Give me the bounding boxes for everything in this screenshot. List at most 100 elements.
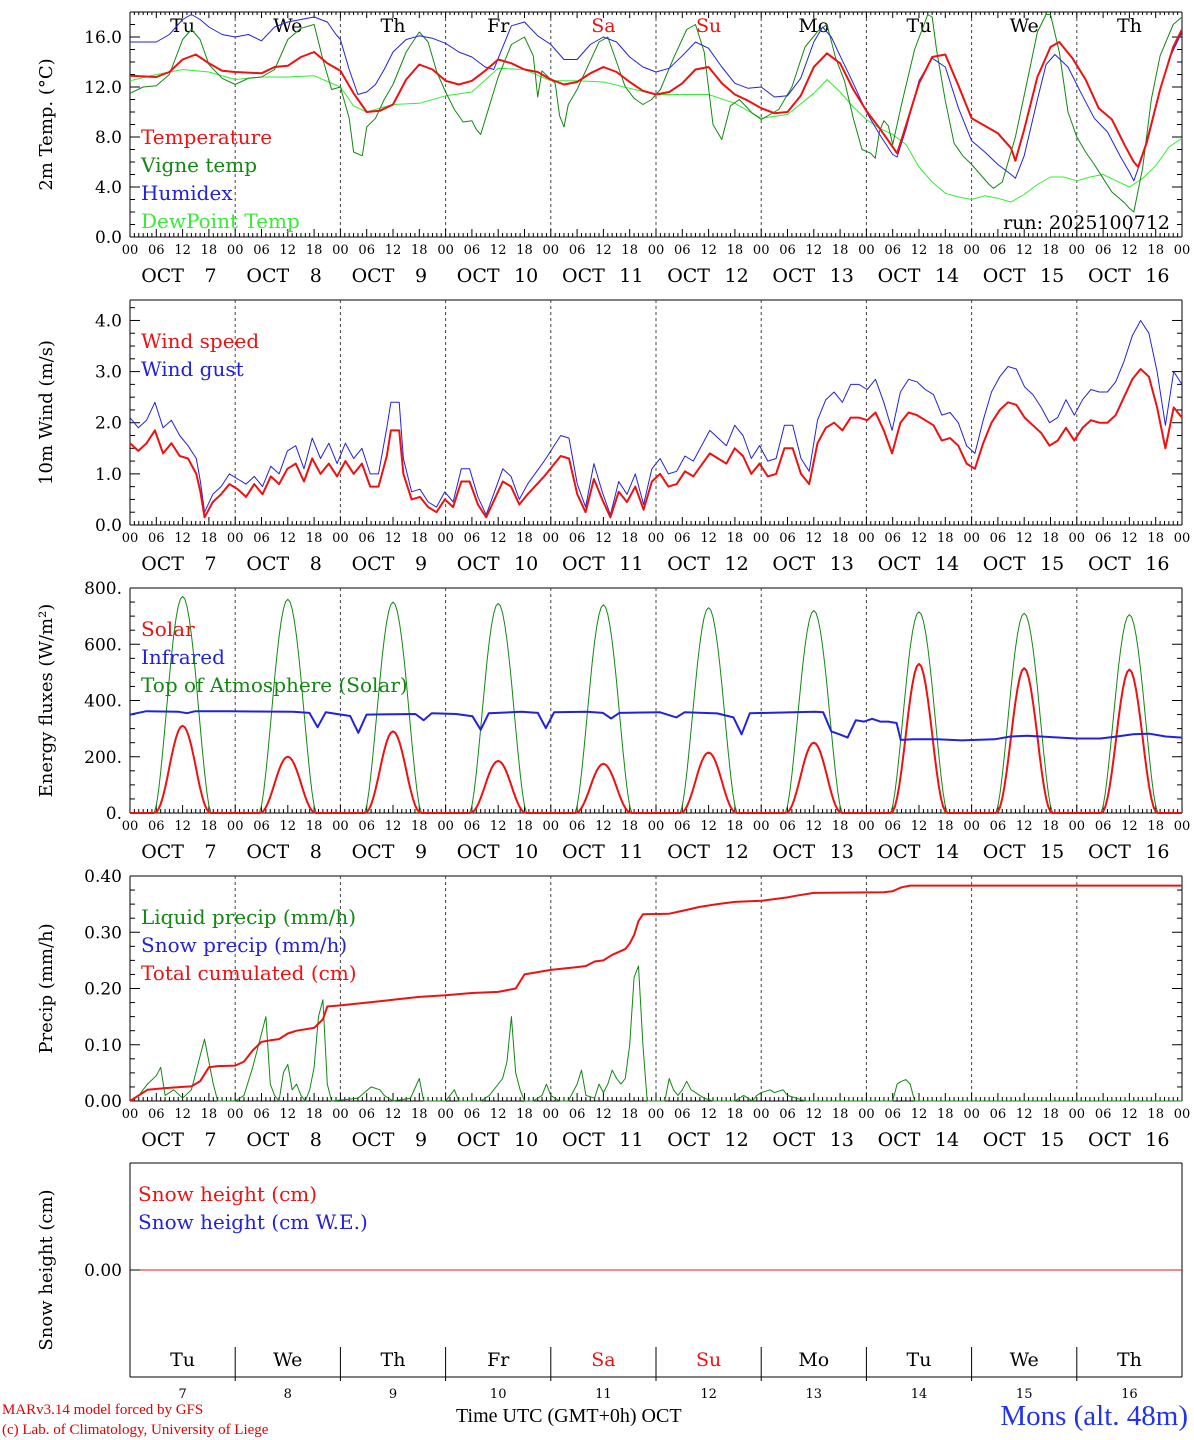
- day-month-label: OCT: [878, 553, 921, 575]
- hour-tick-label: 18: [1042, 1107, 1059, 1122]
- hour-tick-label: 06: [674, 243, 691, 258]
- weekday-label: Th: [381, 15, 406, 37]
- hour-tick-label: 06: [464, 243, 481, 258]
- day-number-label: 7: [205, 553, 217, 575]
- weekday-label: Su: [696, 15, 721, 37]
- day-month-label: OCT: [878, 841, 921, 863]
- series-line-infrared: [129, 710, 1183, 742]
- hour-tick-label: 18: [516, 243, 533, 258]
- weekday-label: We: [1010, 15, 1039, 37]
- y-tick-label: 800.: [84, 579, 122, 599]
- hour-tick-label: 06: [569, 1107, 586, 1122]
- series-line-solar: [130, 662, 1182, 814]
- hour-tick-label: 18: [306, 531, 323, 546]
- hour-tick-label: 00: [437, 243, 454, 258]
- hour-tick-label: 12: [595, 531, 612, 546]
- hour-tick-label: 00: [1069, 243, 1086, 258]
- y-tick-label: 0.00: [84, 1092, 122, 1112]
- hour-tick-label: 00: [858, 819, 875, 834]
- weekday-label: Tu: [170, 1349, 195, 1371]
- hour-tick-label: 00: [753, 819, 770, 834]
- hour-tick-label: 06: [990, 243, 1007, 258]
- hour-tick-label: 12: [806, 819, 823, 834]
- day-month-label: OCT: [246, 553, 289, 575]
- hour-tick-label: 06: [990, 531, 1007, 546]
- hour-tick-label: 00: [858, 1107, 875, 1122]
- series-line-total-cumulated: [129, 884, 1182, 1102]
- hour-tick-label: 06: [358, 243, 375, 258]
- hour-tick-label: 18: [411, 531, 428, 546]
- hour-tick-label: 06: [358, 1107, 375, 1122]
- day-month-label: OCT: [246, 265, 289, 287]
- hour-tick-label: 18: [1042, 531, 1059, 546]
- weekday-label: Sa: [591, 1349, 615, 1371]
- y-tick-label: 3.0: [95, 363, 122, 383]
- hour-tick-label: 12: [490, 819, 507, 834]
- hour-tick-label: 00: [122, 243, 139, 258]
- hour-tick-label: 12: [385, 819, 402, 834]
- y-tick-label: 0.30: [84, 923, 122, 943]
- panel-2: 0.0 1.0 2.0 3.0 4.0 10m Wind (m/s) 00 06 12 18 00 0…: [36, 299, 1190, 575]
- hour-tick-label: 06: [569, 531, 586, 546]
- day-month-label: OCT: [878, 1129, 921, 1151]
- day-number-label: 9: [415, 265, 427, 287]
- legend-entry: Solar: [141, 617, 195, 641]
- day-month-label: OCT: [983, 265, 1026, 287]
- hour-tick-label: 06: [148, 243, 165, 258]
- hour-tick-label: 12: [595, 819, 612, 834]
- hour-tick-label: 00: [122, 531, 139, 546]
- panel-4: 0.00 0.10 0.20 0.30 0.40 Precip (mm/h) 00 06 12 1…: [36, 867, 1190, 1151]
- hour-tick-label: 18: [1147, 819, 1164, 834]
- day-number-label: 7: [178, 1387, 186, 1402]
- hour-tick-label: 12: [700, 531, 717, 546]
- hour-tick-label: 06: [1095, 819, 1112, 834]
- day-month-label: OCT: [562, 553, 605, 575]
- hour-tick-label: 00: [227, 243, 244, 258]
- hour-tick-label: 00: [753, 531, 770, 546]
- hour-tick-label: 00: [543, 243, 560, 258]
- day-month-label: OCT: [562, 1129, 605, 1151]
- hour-tick-label: 12: [280, 531, 297, 546]
- y-tick-label: 12.0: [84, 78, 122, 98]
- hour-tick-label: 12: [490, 1107, 507, 1122]
- weekday-label: Th: [1117, 1349, 1142, 1371]
- hour-tick-label: 18: [306, 819, 323, 834]
- day-month-label: OCT: [246, 841, 289, 863]
- day-month-label: OCT: [352, 841, 395, 863]
- hour-tick-label: 06: [1095, 531, 1112, 546]
- hour-tick-label: 06: [464, 819, 481, 834]
- hour-tick-label: 18: [516, 1107, 533, 1122]
- hour-tick-label: 06: [674, 531, 691, 546]
- hour-tick-label: 18: [832, 243, 849, 258]
- hour-tick-label: 18: [621, 243, 638, 258]
- hour-tick-label: 12: [174, 1107, 191, 1122]
- day-month-label: OCT: [562, 265, 605, 287]
- day-number-label: 15: [1040, 1129, 1064, 1151]
- hour-tick-label: 00: [648, 819, 665, 834]
- hour-tick-label: 00: [122, 819, 139, 834]
- day-month-label: OCT: [1088, 1129, 1131, 1151]
- hour-tick-label: 12: [490, 531, 507, 546]
- day-number-label: 13: [830, 1129, 854, 1151]
- day-number-label: 11: [619, 1129, 643, 1151]
- day-number-label: 16: [1145, 841, 1169, 863]
- hour-tick-label: 18: [306, 1107, 323, 1122]
- y-tick-label: 4.0: [95, 178, 122, 198]
- day-number-label: 10: [514, 1129, 538, 1151]
- legend-entry: Humidex: [141, 181, 233, 205]
- legend-entry: Infrared: [141, 645, 225, 669]
- series-group: [130, 14, 1182, 213]
- day-number-label: 14: [935, 265, 959, 287]
- time-axis-text: Time UTC (GMT+0h): [456, 1405, 637, 1427]
- day-number-label: 15: [1016, 1387, 1033, 1402]
- hour-tick-label: 06: [1095, 1107, 1112, 1122]
- panel-1: 0.0 4.0 8.0 12.0 16.0 2m Temp. (°C) 00 06 12 18 00…: [36, 11, 1190, 287]
- series-line-liquid-precip: [129, 965, 1182, 1102]
- hour-tick-label: 06: [990, 819, 1007, 834]
- day-number-label: 8: [284, 1387, 292, 1402]
- day-number-label: 15: [1040, 841, 1064, 863]
- hour-tick-label: 18: [937, 531, 954, 546]
- hour-tick-label: 06: [148, 1107, 165, 1122]
- day-number-label: 12: [725, 841, 749, 863]
- hour-tick-label: 12: [280, 243, 297, 258]
